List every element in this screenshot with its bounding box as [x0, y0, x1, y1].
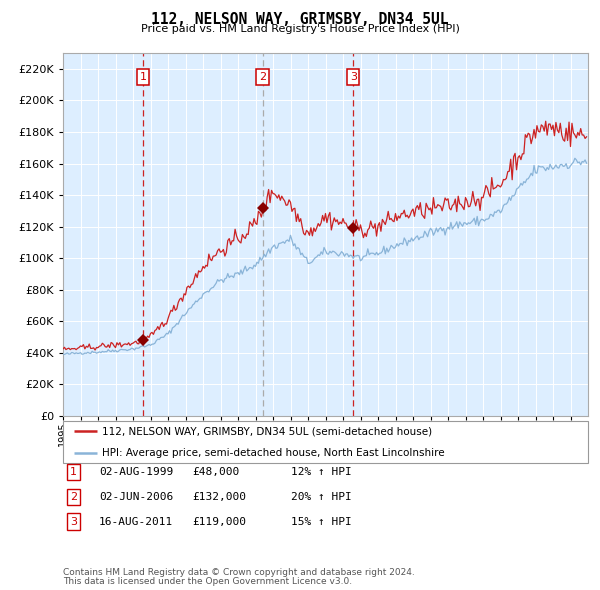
- Text: 02-JUN-2006: 02-JUN-2006: [99, 492, 173, 502]
- Text: £48,000: £48,000: [192, 467, 239, 477]
- Text: 2: 2: [70, 492, 77, 502]
- Text: 15% ↑ HPI: 15% ↑ HPI: [291, 517, 352, 526]
- Text: 1: 1: [140, 72, 147, 82]
- Text: 16-AUG-2011: 16-AUG-2011: [99, 517, 173, 526]
- Text: 1: 1: [70, 467, 77, 477]
- Text: 12% ↑ HPI: 12% ↑ HPI: [291, 467, 352, 477]
- Text: Contains HM Land Registry data © Crown copyright and database right 2024.: Contains HM Land Registry data © Crown c…: [63, 568, 415, 577]
- Text: 112, NELSON WAY, GRIMSBY, DN34 5UL: 112, NELSON WAY, GRIMSBY, DN34 5UL: [151, 12, 449, 27]
- Text: HPI: Average price, semi-detached house, North East Lincolnshire: HPI: Average price, semi-detached house,…: [103, 448, 445, 457]
- Text: 3: 3: [70, 517, 77, 526]
- FancyBboxPatch shape: [63, 421, 588, 463]
- Text: 3: 3: [350, 72, 357, 82]
- Text: £132,000: £132,000: [192, 492, 246, 502]
- Text: 112, NELSON WAY, GRIMSBY, DN34 5UL (semi-detached house): 112, NELSON WAY, GRIMSBY, DN34 5UL (semi…: [103, 427, 433, 436]
- Text: 20% ↑ HPI: 20% ↑ HPI: [291, 492, 352, 502]
- Text: £119,000: £119,000: [192, 517, 246, 526]
- Text: This data is licensed under the Open Government Licence v3.0.: This data is licensed under the Open Gov…: [63, 578, 352, 586]
- Text: 02-AUG-1999: 02-AUG-1999: [99, 467, 173, 477]
- Text: Price paid vs. HM Land Registry's House Price Index (HPI): Price paid vs. HM Land Registry's House …: [140, 24, 460, 34]
- Text: 2: 2: [259, 72, 266, 82]
